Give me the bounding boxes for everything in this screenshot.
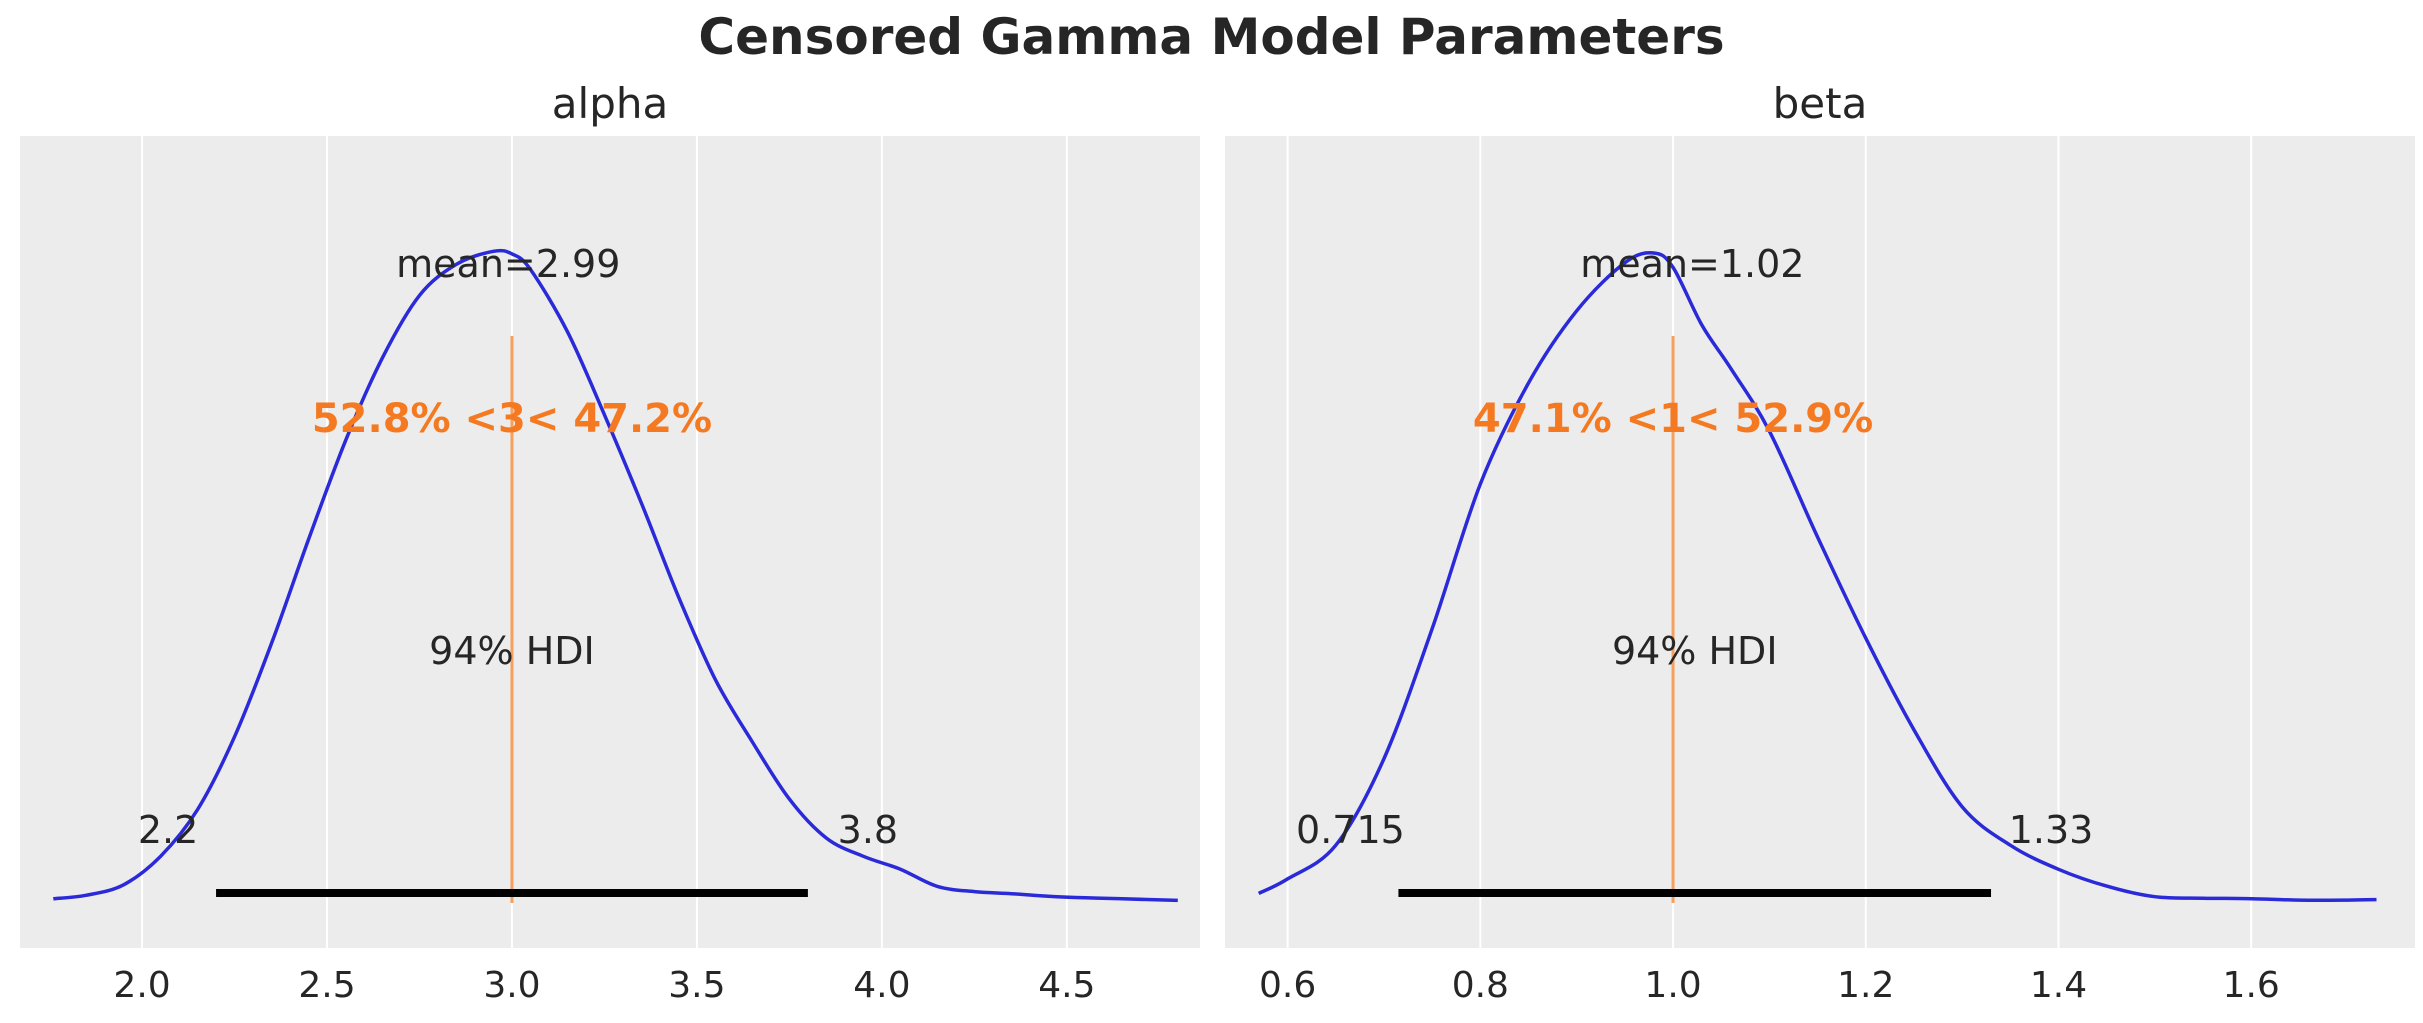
alpha-x-tick-label: 3.0 [483,965,540,1006]
alpha-mean-label: mean=2.99 [396,242,620,286]
beta-hdi-low-label: 0.715 [1296,808,1405,852]
alpha-x-tick-label: 4.5 [1038,965,1095,1006]
alpha-reference-label: 52.8% <3< 47.2% [312,396,712,442]
alpha-plot-area [20,136,1200,948]
beta-density-curve [1257,251,2377,903]
beta-x-tick-label: 1.2 [1837,965,1894,1006]
alpha-panel-title: alpha [552,79,668,128]
beta-reference-label: 47.1% <1< 52.9% [1473,396,1873,442]
figure-title: Censored Gamma Model Parameters [698,8,1725,66]
alpha-x-tick-label: 2.5 [298,965,355,1006]
panel-beta: 0.6 0.8 1.0 1.2 1.4 1.6 beta mean=1.02 47.1% <1<… [1225,79,2415,1006]
alpha-x-tick-label: 4.0 [853,965,910,1006]
alpha-density-curve [53,248,1178,903]
beta-hdi-high-label: 1.33 [2009,808,2094,852]
alpha-x-tick-label: 3.5 [668,965,725,1006]
beta-x-tick-label: 1.4 [2030,965,2087,1006]
alpha-hdi-low-label: 2.2 [138,808,198,852]
beta-x-tick-label: 1.0 [1644,965,1701,1006]
panel-alpha: 2.0 2.5 3.0 3.5 4.0 4.5 alpha mean=2.99 52.8% <3… [20,79,1200,1006]
alpha-hdi-label: 94% HDI [429,629,595,673]
beta-x-tick-label: 1.6 [2223,965,2280,1006]
alpha-x-tick-label: 2.0 [113,965,170,1006]
beta-hdi-label: 94% HDI [1612,629,1778,673]
beta-mean-label: mean=1.02 [1580,242,1804,286]
beta-x-tick-label: 0.6 [1259,965,1316,1006]
alpha-hdi-high-label: 3.8 [838,808,898,852]
beta-panel-title: beta [1773,79,1868,128]
beta-x-tick-label: 0.8 [1452,965,1509,1006]
